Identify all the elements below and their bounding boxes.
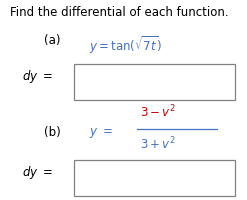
Text: $3 + v^2$: $3 + v^2$ — [140, 136, 175, 153]
FancyBboxPatch shape — [74, 160, 235, 196]
Text: $y = \tan(\sqrt{7t})$: $y = \tan(\sqrt{7t})$ — [89, 34, 162, 56]
Text: $dy\ =$: $dy\ =$ — [22, 164, 53, 181]
Text: $y\ =$: $y\ =$ — [89, 126, 113, 140]
Text: (a): (a) — [44, 34, 61, 47]
Text: (b): (b) — [44, 126, 61, 139]
Text: $3 - v^2$: $3 - v^2$ — [140, 103, 175, 120]
Text: Find the differential of each function.: Find the differential of each function. — [10, 6, 228, 19]
FancyBboxPatch shape — [74, 64, 235, 100]
Text: $dy\ =$: $dy\ =$ — [22, 68, 53, 85]
